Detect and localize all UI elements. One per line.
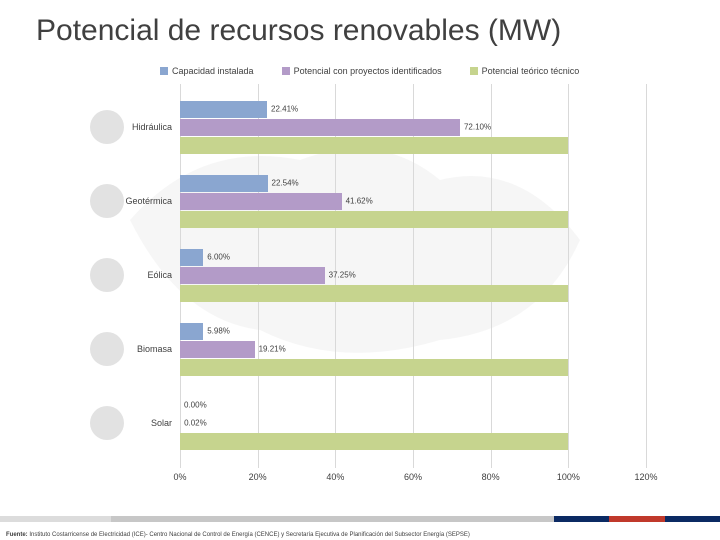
x-tick-label: 20% xyxy=(249,472,267,482)
bar: 72.10% xyxy=(180,119,460,136)
resource-icon xyxy=(90,406,124,440)
bar: 37.25% xyxy=(180,267,325,284)
footer-bar-segment xyxy=(0,516,111,522)
bar xyxy=(180,137,568,154)
bar-value-label: 22.54% xyxy=(272,179,299,188)
bar xyxy=(180,359,568,376)
bar-row xyxy=(180,137,646,154)
category-group: Eólica6.00%37.25% xyxy=(180,238,646,312)
x-tick-label: 40% xyxy=(326,472,344,482)
bar-value-label: 0.00% xyxy=(184,401,207,410)
bar: 5.98% xyxy=(180,323,203,340)
bar-row: 6.00% xyxy=(180,249,646,266)
legend-item: Capacidad instalada xyxy=(160,66,254,76)
bar: 22.41% xyxy=(180,101,267,118)
bar-row xyxy=(180,359,646,376)
category-group: Geotérmica22.54%41.62% xyxy=(180,164,646,238)
source-line: Fuente: Instituto Costarricense de Elect… xyxy=(6,532,714,538)
category-group: Hidráulica22.41%72.10% xyxy=(180,90,646,164)
bar-value-label: 19.21% xyxy=(259,345,286,354)
category-label: Eólica xyxy=(147,270,172,280)
legend-label: Potencial con proyectos identificados xyxy=(294,66,442,76)
resource-icon xyxy=(90,332,124,366)
legend-item: Potencial con proyectos identificados xyxy=(282,66,442,76)
footer-bar-segment xyxy=(609,516,664,522)
bar-row xyxy=(180,211,646,228)
category-group: Biomasa5.98%19.21% xyxy=(180,312,646,386)
bar-row: 0.02% xyxy=(180,415,646,432)
legend-swatch xyxy=(282,67,290,75)
bar xyxy=(180,211,568,228)
bar-row: 22.41% xyxy=(180,101,646,118)
x-tick-label: 120% xyxy=(634,472,657,482)
bar xyxy=(180,285,568,302)
bar-row: 19.21% xyxy=(180,341,646,358)
bar-row: 22.54% xyxy=(180,175,646,192)
plot-area: Hidráulica22.41%72.10%Geotérmica22.54%41… xyxy=(180,84,646,468)
category-label: Solar xyxy=(151,418,172,428)
x-tick-label: 0% xyxy=(173,472,186,482)
resource-icon xyxy=(90,184,124,218)
bar-value-label: 5.98% xyxy=(207,327,230,336)
resource-icon xyxy=(90,110,124,144)
bar-row: 0.00% xyxy=(180,397,646,414)
legend-item: Potencial teórico técnico xyxy=(470,66,580,76)
bar-row xyxy=(180,433,646,450)
bar-value-label: 6.00% xyxy=(207,253,230,262)
bar-value-label: 37.25% xyxy=(329,271,356,280)
bar: 41.62% xyxy=(180,193,342,210)
x-axis: 0%20%40%60%80%100%120% xyxy=(180,472,646,488)
bar-value-label: 72.10% xyxy=(464,123,491,132)
bar-row: 72.10% xyxy=(180,119,646,136)
source-label: Fuente: xyxy=(6,532,28,538)
resource-icon xyxy=(90,258,124,292)
bar: 22.54% xyxy=(180,175,268,192)
legend: Capacidad instalada Potencial con proyec… xyxy=(160,66,579,76)
bar-row: 5.98% xyxy=(180,323,646,340)
grid-line xyxy=(646,84,647,468)
bar-row: 41.62% xyxy=(180,193,646,210)
x-tick-label: 100% xyxy=(557,472,580,482)
bar-row xyxy=(180,285,646,302)
legend-swatch xyxy=(470,67,478,75)
category-label: Hidráulica xyxy=(132,122,172,132)
legend-label: Capacidad instalada xyxy=(172,66,254,76)
chart: Hidráulica22.41%72.10%Geotérmica22.54%41… xyxy=(90,84,646,488)
footer-bar-segment xyxy=(111,516,554,522)
category-label: Biomasa xyxy=(137,344,172,354)
page-title: Potencial de recursos renovables (MW) xyxy=(36,14,561,48)
x-tick-label: 60% xyxy=(404,472,422,482)
bar: 19.21% xyxy=(180,341,255,358)
bar-value-label: 41.62% xyxy=(346,197,373,206)
legend-swatch xyxy=(160,67,168,75)
category-label: Geotérmica xyxy=(125,196,172,206)
footer-bar-segment xyxy=(665,516,720,522)
bar-row: 37.25% xyxy=(180,267,646,284)
bar-value-label: 0.02% xyxy=(184,419,207,428)
footer-bar-segment xyxy=(554,516,609,522)
bar xyxy=(180,433,568,450)
source-text: Instituto Costarricense de Electricidad … xyxy=(29,532,470,538)
bar-value-label: 22.41% xyxy=(271,105,298,114)
bar: 6.00% xyxy=(180,249,203,266)
category-group: Solar0.00%0.02% xyxy=(180,386,646,460)
legend-label: Potencial teórico técnico xyxy=(482,66,580,76)
footer-accent-bar xyxy=(0,516,720,522)
x-tick-label: 80% xyxy=(482,472,500,482)
